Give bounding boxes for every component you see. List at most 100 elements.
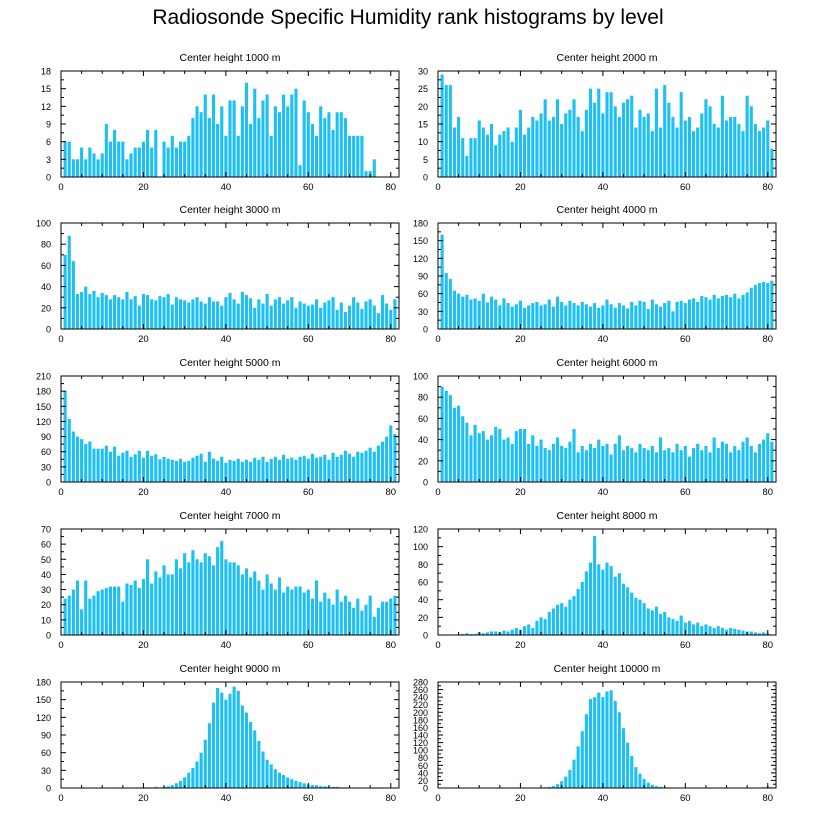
histogram-bar [203, 303, 207, 329]
histogram-bar [323, 454, 327, 482]
histogram-bar [444, 85, 448, 177]
histogram-bar [331, 129, 335, 177]
histogram-bar [129, 585, 133, 635]
histogram-bar [584, 714, 588, 788]
histogram-bar [704, 99, 708, 177]
histogram-bar [335, 456, 339, 482]
histogram-bar [564, 448, 568, 482]
histogram-bar [104, 588, 108, 635]
histogram-bar [605, 443, 609, 482]
histogram-bar [473, 138, 477, 177]
histogram-bar [178, 141, 183, 177]
histogram-bar [84, 286, 88, 329]
histogram-bar [551, 306, 555, 329]
histogram-bar [543, 619, 547, 635]
histogram-bar [510, 629, 514, 635]
histogram-bar [282, 94, 286, 177]
histogram-bar [580, 301, 584, 329]
histogram-bar [380, 441, 385, 482]
histogram-bar [461, 138, 465, 177]
y-tick-label: 100 [413, 542, 428, 552]
histogram-bar [133, 147, 137, 177]
histogram-bar [265, 461, 269, 482]
histogram-bar [224, 462, 228, 482]
histogram-bar [597, 564, 601, 635]
histogram-bar [113, 446, 117, 482]
histogram-bar [100, 589, 104, 635]
histogram-bar [675, 127, 679, 177]
histogram-bar [385, 303, 389, 329]
histogram-bar [100, 292, 104, 329]
histogram-bar [700, 450, 704, 482]
histogram-bar [166, 147, 170, 177]
histogram-bar [273, 456, 277, 482]
y-tick-label: 40 [41, 570, 51, 580]
histogram-bar [323, 786, 327, 788]
histogram-bar [514, 304, 518, 329]
histogram-bar [294, 459, 298, 482]
histogram-bar [240, 291, 244, 329]
histogram-bar [523, 626, 527, 635]
histogram-bar [211, 458, 216, 482]
histogram-bar [560, 301, 564, 329]
y-tick-label: 60 [418, 761, 428, 771]
histogram-bar [195, 761, 199, 788]
histogram-bar [465, 155, 469, 177]
histogram-bar [372, 305, 376, 329]
histogram-bar [523, 134, 527, 177]
histogram-bar [319, 786, 323, 788]
y-tick-label: 0 [423, 478, 428, 488]
panel-title: Center height 9000 m [180, 663, 281, 675]
y-tick-label: 30 [41, 585, 51, 595]
histogram-bar [286, 777, 290, 788]
histogram-bar [228, 459, 232, 482]
histogram-bar [265, 574, 269, 635]
histogram-bar [654, 88, 659, 177]
histogram-bar [531, 435, 535, 482]
histogram-bar [597, 88, 601, 177]
histogram-bar [113, 295, 117, 329]
histogram-bar [560, 603, 564, 635]
histogram-bar [187, 302, 191, 329]
histogram-bar [506, 631, 510, 635]
histogram-bar [716, 448, 720, 482]
histogram-bar [249, 124, 253, 177]
x-tick-label: 40 [598, 793, 609, 804]
histogram-bar [601, 445, 605, 482]
histogram-bar [646, 782, 650, 788]
histogram-bar [224, 135, 228, 177]
histogram-bar [67, 418, 71, 482]
histogram-bar [547, 299, 551, 329]
histogram-bar [700, 626, 704, 635]
histogram-bar [146, 450, 150, 482]
histogram-bar [319, 601, 323, 635]
histogram-bar [253, 307, 257, 329]
histogram-bar [485, 632, 490, 635]
x-tick-label: 20 [138, 182, 149, 193]
histogram-bar [572, 596, 576, 635]
histogram-bar [244, 459, 249, 482]
y-tick-label: 0 [423, 325, 428, 335]
histogram-bar [457, 116, 461, 177]
histogram-bar [659, 613, 663, 635]
x-tick-label: 80 [385, 793, 396, 804]
histogram-bar [724, 443, 729, 482]
histogram-bar [659, 786, 663, 788]
y-tick-label: 180 [413, 715, 428, 725]
y-tick-label: 100 [413, 746, 428, 756]
histogram-bar [249, 577, 253, 635]
histogram-bar [518, 300, 522, 329]
histogram-bar [191, 457, 195, 482]
histogram-bar [564, 305, 568, 329]
histogram-bar [708, 299, 712, 329]
histogram-bar [339, 454, 343, 482]
histogram-bar [745, 437, 749, 482]
y-tick-label: 120 [413, 738, 428, 748]
histogram-bar [514, 627, 518, 635]
y-tick-label: 15 [41, 84, 51, 94]
histogram-bar [80, 291, 84, 329]
histogram-bar [457, 405, 461, 482]
histogram-bar [306, 112, 310, 177]
histogram-bar [178, 780, 183, 788]
histogram-bar [310, 453, 314, 482]
